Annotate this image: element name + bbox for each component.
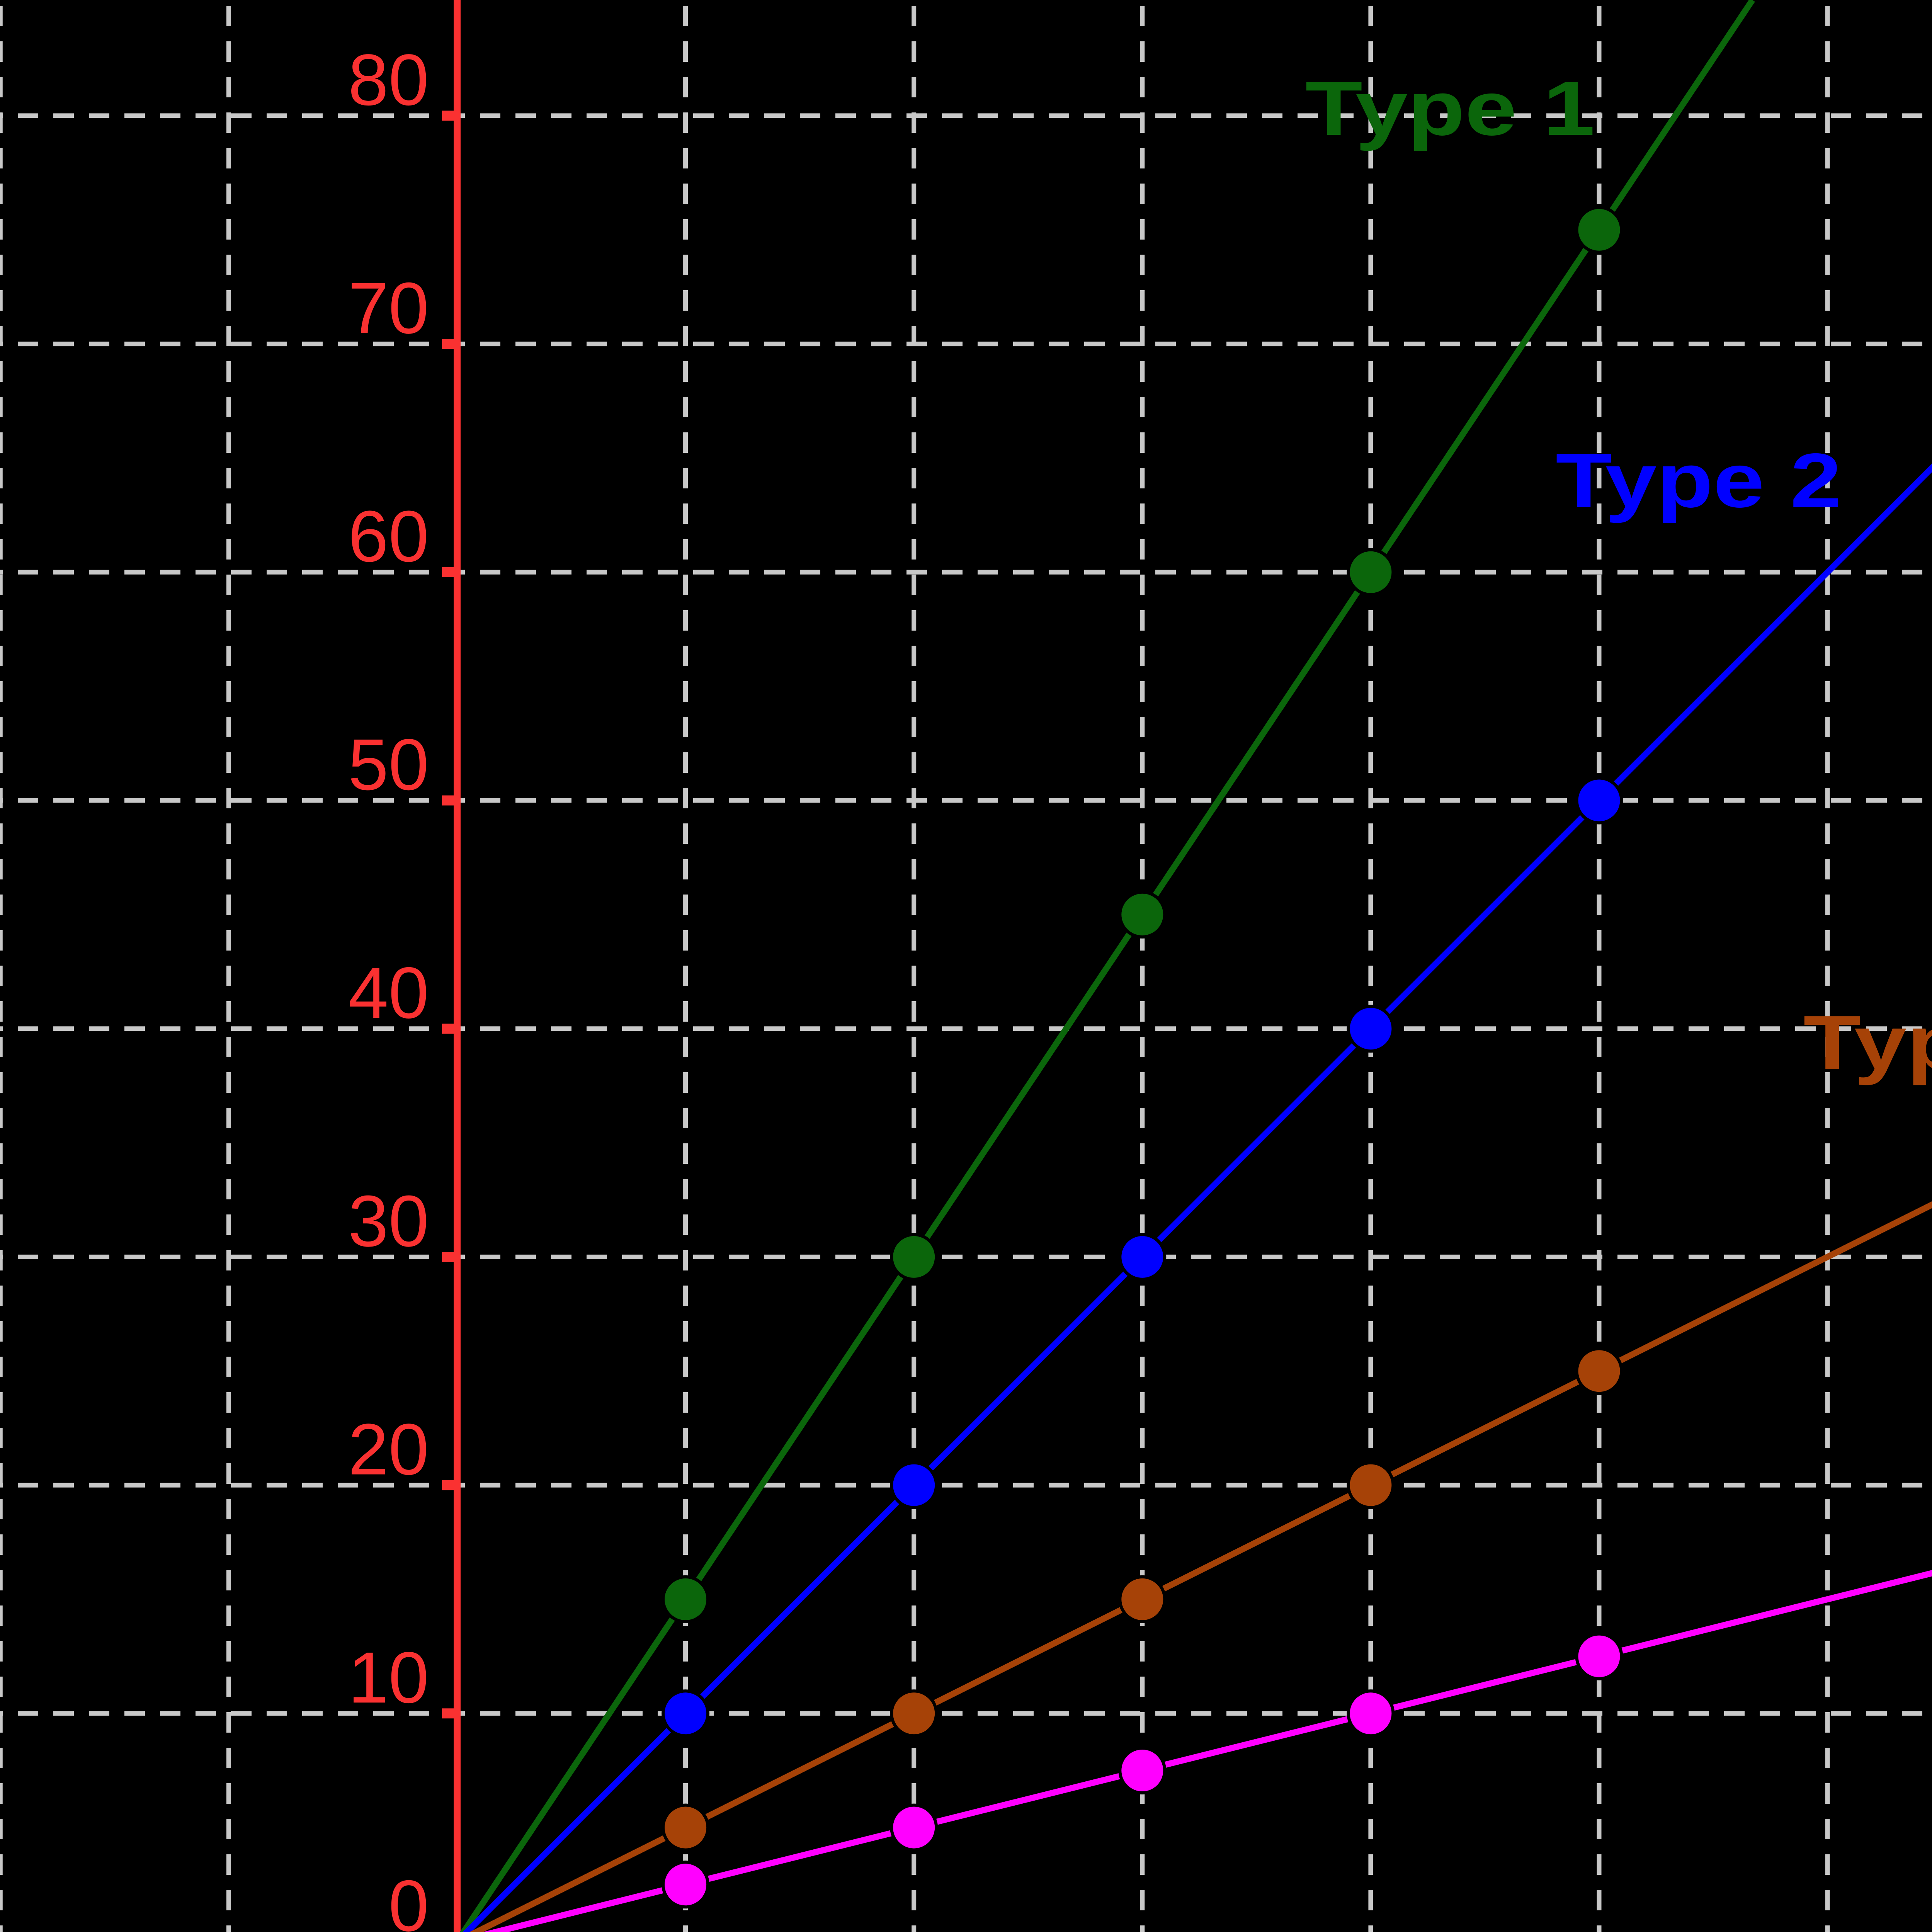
svg-text:60: 60 xyxy=(348,496,429,577)
svg-text:30: 30 xyxy=(348,1180,429,1262)
svg-text:Type 3: Type 3 xyxy=(1803,1000,1932,1086)
svg-text:Type 1: Type 1 xyxy=(1305,66,1595,151)
svg-text:40: 40 xyxy=(348,952,429,1033)
svg-text:70: 70 xyxy=(348,267,429,349)
svg-text:Type 2: Type 2 xyxy=(1556,438,1842,524)
svg-text:0: 0 xyxy=(388,1865,429,1932)
svg-text:20: 20 xyxy=(348,1409,429,1490)
svg-text:50: 50 xyxy=(348,724,429,805)
svg-text:80: 80 xyxy=(348,39,429,120)
svg-text:10: 10 xyxy=(348,1637,429,1718)
